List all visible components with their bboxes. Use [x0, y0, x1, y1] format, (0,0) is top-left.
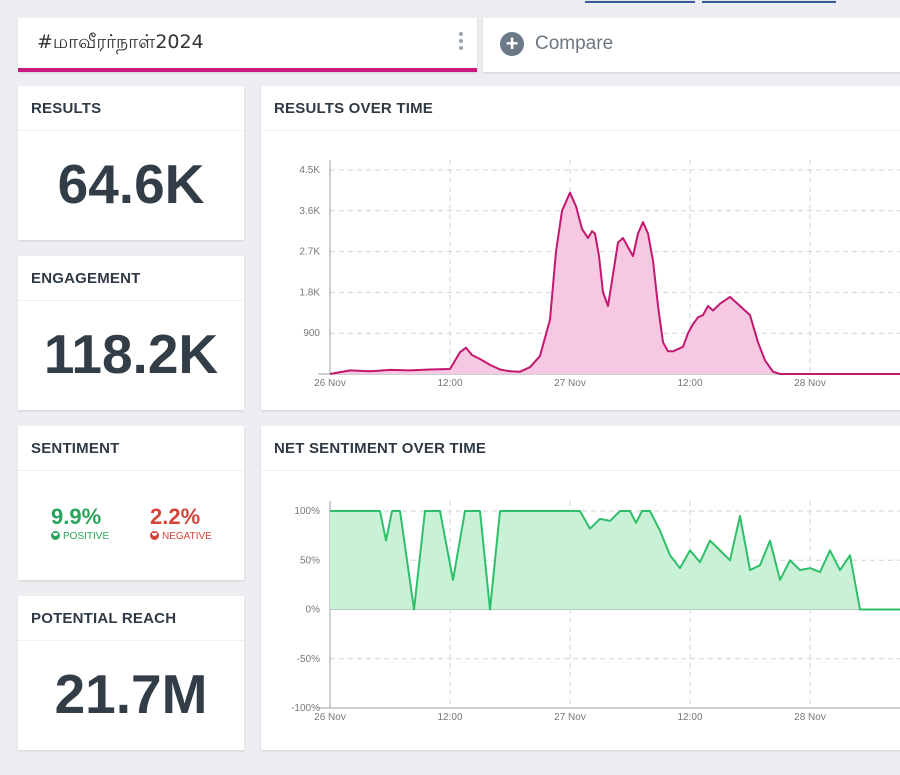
series-area [330, 511, 900, 610]
divider [261, 470, 900, 471]
series-line [329, 191, 900, 375]
positive-face-icon [51, 531, 60, 540]
positive-label-group: POSITIVE [51, 531, 109, 542]
y-tick-label: 900 [303, 328, 320, 339]
compare-button[interactable]: + Compare [483, 18, 900, 72]
x-tick-label: 27 Nov [554, 378, 586, 389]
top-tab-button-1[interactable] [585, 0, 695, 3]
query-card[interactable]: #மாவீரர்நாள்2024 [18, 18, 477, 72]
net-sentiment-over-time-chart: 100% 50% 0% -50% -100%26 Nov 12:00 27 Nov 12:00… [291, 501, 900, 723]
negative-value: 2.2% [150, 504, 201, 529]
series-line [330, 510, 900, 611]
y-tick-label: 4.5K [299, 165, 320, 176]
y-tick-label: 100% [294, 506, 320, 517]
y-tick-label: 3.6K [299, 206, 320, 217]
x-tick-label: 26 Nov [314, 378, 346, 389]
reach-title: POTENTIAL REACH [31, 610, 177, 627]
x-tick-label: 26 Nov [314, 712, 346, 723]
sentiment-card: SENTIMENT 9.9% POSITIVE 2.2% NEGATIVE [18, 426, 244, 580]
series-area [330, 192, 900, 374]
results-over-time-chart: 900 1.8K 2.7K 3.6K 4.5K 26 Nov 12:00 27 Nov 12:0… [299, 160, 900, 389]
y-tick-label: 50% [300, 555, 320, 566]
negative-face-icon [150, 531, 159, 540]
engagement-card: ENGAGEMENT 118.2K [18, 256, 244, 410]
x-tick-label: 12:00 [437, 378, 462, 389]
divider [18, 130, 244, 131]
results-value: 64.6K [57, 153, 205, 215]
plus-icon: + [500, 32, 524, 56]
positive-label: POSITIVE [63, 531, 110, 542]
divider [18, 640, 244, 641]
y-tick-label: 2.7K [299, 247, 320, 258]
results-card: RESULTS 64.6K [18, 86, 244, 240]
y-tick-label: -100% [291, 703, 320, 714]
engagement-value: 118.2K [43, 323, 219, 385]
negative-label: NEGATIVE [162, 531, 212, 542]
results-chart-title: RESULTS OVER TIME [274, 100, 433, 117]
y-tick-label: -50% [297, 654, 320, 665]
top-tab-button-2[interactable] [702, 0, 836, 3]
x-tick-label: 12:00 [437, 712, 462, 723]
query-text: #மாவீரர்நாள்2024 [37, 31, 204, 53]
x-tick-label: 27 Nov [554, 712, 586, 723]
divider [18, 470, 244, 471]
engagement-title: ENGAGEMENT [31, 270, 141, 287]
sentiment-title: SENTIMENT [31, 440, 120, 457]
y-tick-label: 0% [306, 605, 321, 616]
x-tick-label: 28 Nov [794, 712, 826, 723]
negative-label-group: NEGATIVE [150, 531, 212, 542]
query-accent-bar [18, 68, 477, 72]
reach-value: 21.7M [54, 663, 208, 725]
divider [261, 130, 900, 131]
divider [18, 300, 244, 301]
x-tick-label: 12:00 [677, 378, 702, 389]
x-tick-label: 28 Nov [794, 378, 826, 389]
x-tick-label: 12:00 [677, 712, 702, 723]
more-options-icon[interactable] [459, 32, 463, 53]
compare-label: Compare [535, 33, 614, 54]
positive-value: 9.9% [51, 504, 102, 529]
sentiment-chart-title: NET SENTIMENT OVER TIME [274, 440, 487, 457]
reach-card: POTENTIAL REACH 21.7M [18, 596, 244, 750]
results-title: RESULTS [31, 100, 102, 117]
y-tick-label: 1.8K [299, 287, 320, 298]
